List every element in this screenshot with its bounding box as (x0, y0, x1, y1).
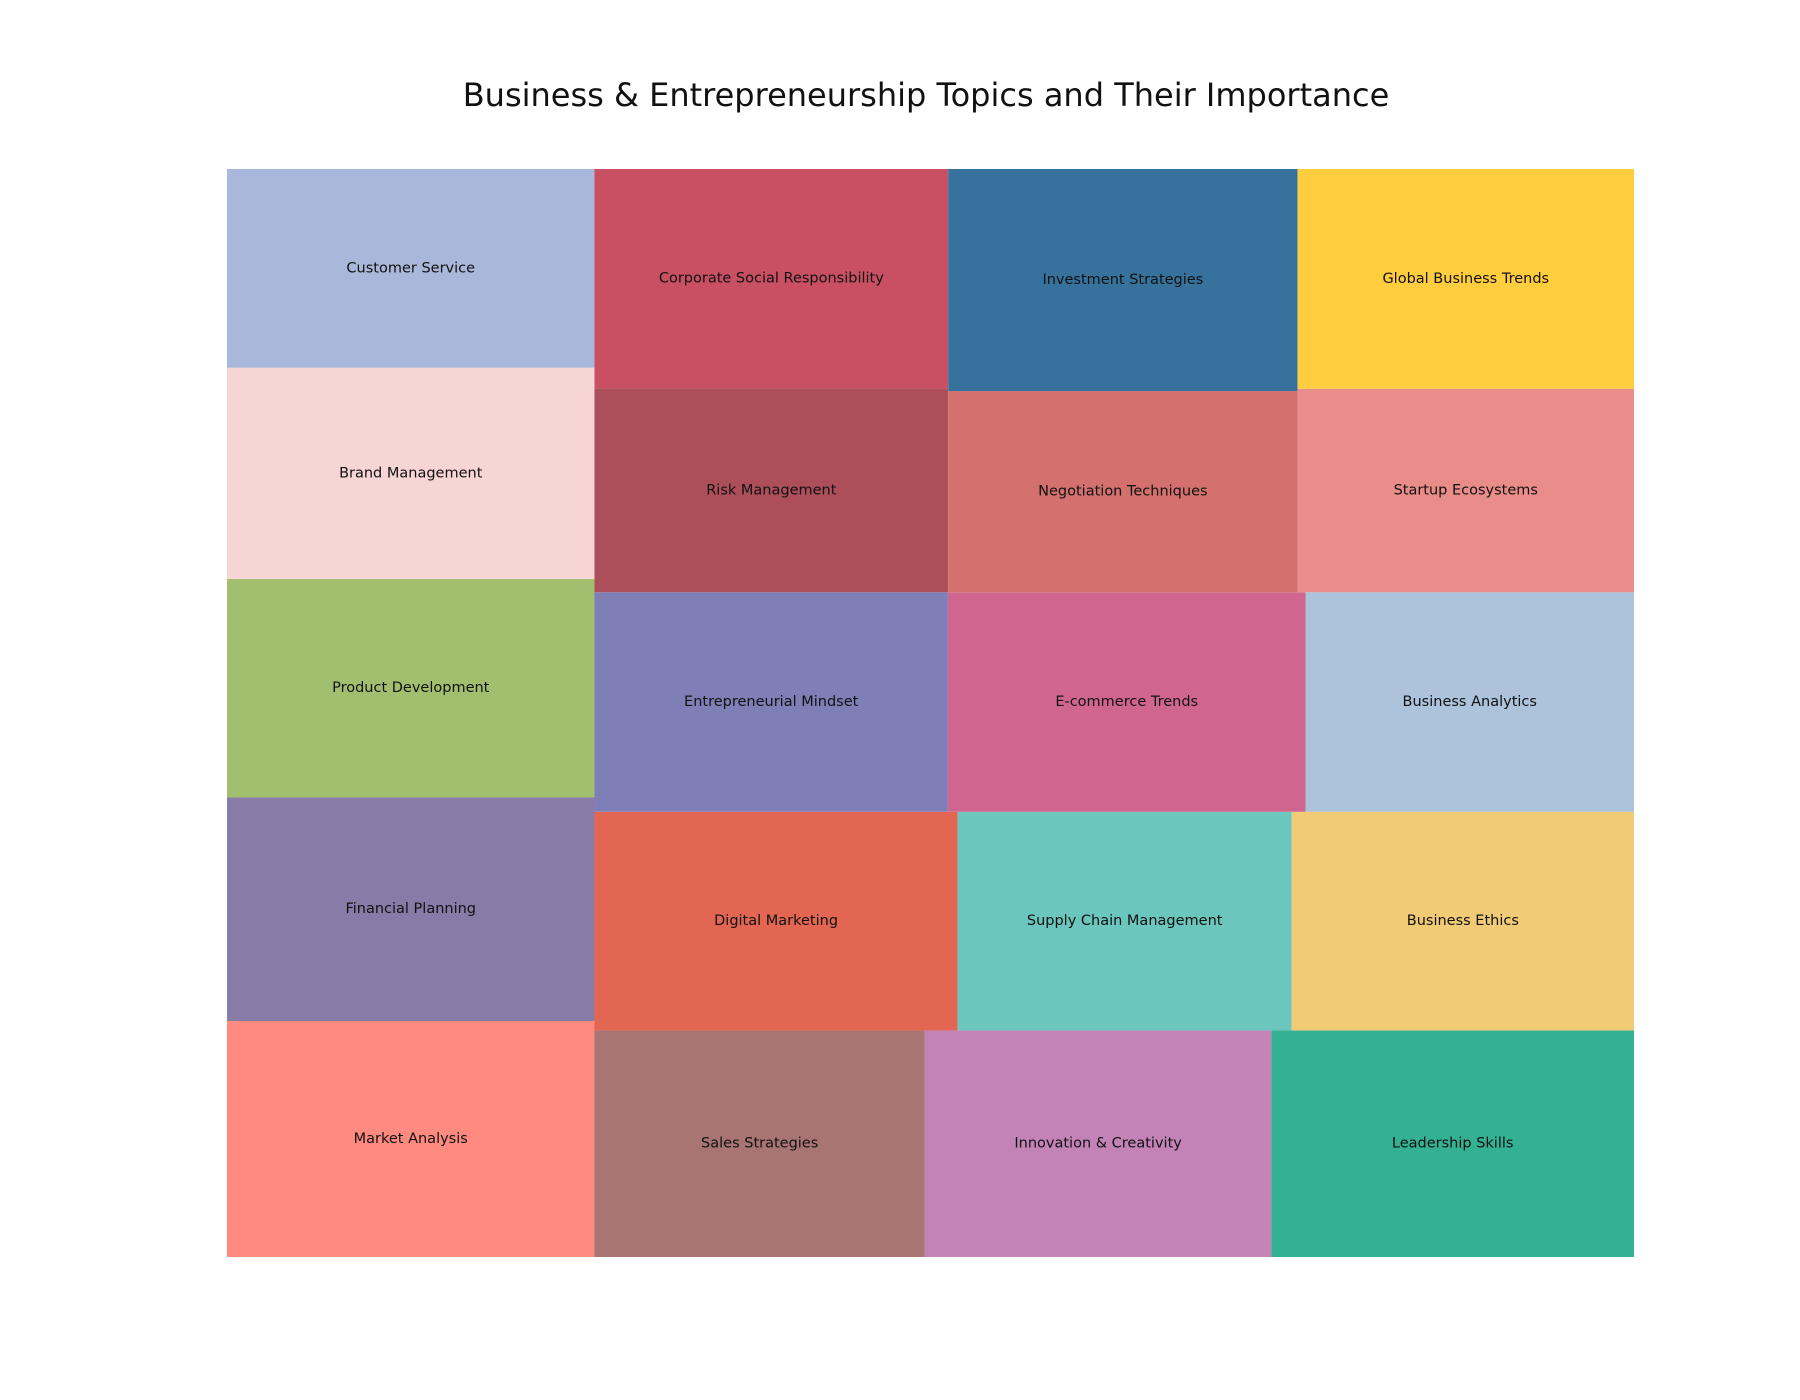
tile-label-product-development: Product Development (332, 680, 490, 696)
tile-customer-service (227, 169, 595, 368)
tile-digital-marketing (594, 811, 958, 1031)
tile-sales-strategies (594, 1030, 925, 1257)
tile-global-business-trends (1297, 169, 1634, 389)
tile-brand-management (227, 367, 595, 579)
tile-market-analysis (227, 1021, 595, 1257)
tile-label-business-analytics: Business Analytics (1403, 694, 1537, 710)
tile-innovation-creativity (924, 1030, 1272, 1257)
tile-label-e-commerce-trends: E-commerce Trends (1055, 694, 1198, 710)
tile-investment-strategies (948, 169, 1298, 392)
tile-label-investment-strategies: Investment Strategies (1042, 272, 1203, 288)
tile-e-commerce-trends (947, 592, 1306, 812)
tile-risk-management (594, 388, 949, 593)
tile-label-negotiation-techniques: Negotiation Techniques (1038, 484, 1207, 500)
tile-label-digital-marketing: Digital Marketing (714, 913, 838, 929)
tile-negotiation-techniques (948, 391, 1298, 593)
tile-label-sales-strategies: Sales Strategies (701, 1136, 818, 1152)
tile-label-customer-service: Customer Service (346, 260, 475, 276)
tile-label-global-business-trends: Global Business Trends (1382, 271, 1549, 287)
chart-title: Business & Entrepreneurship Topics and T… (462, 76, 1390, 114)
tile-corporate-social-responsibility (594, 169, 949, 389)
tile-label-business-ethics: Business Ethics (1407, 913, 1519, 929)
tile-business-ethics (1291, 811, 1634, 1031)
tile-entrepreneurial-mindset (594, 592, 948, 812)
tile-label-supply-chain-management: Supply Chain Management (1027, 913, 1223, 929)
tile-label-market-analysis: Market Analysis (354, 1131, 468, 1147)
tile-label-risk-management: Risk Management (706, 482, 836, 498)
tile-label-leadership-skills: Leadership Skills (1392, 1136, 1514, 1152)
tile-label-innovation-creativity: Innovation & Creativity (1014, 1136, 1182, 1152)
tile-label-financial-planning: Financial Planning (345, 901, 476, 917)
tile-label-entrepreneurial-mindset: Entrepreneurial Mindset (684, 694, 859, 710)
tile-financial-planning (227, 797, 595, 1022)
tile-startup-ecosystems (1297, 388, 1634, 593)
tile-label-corporate-social-responsibility: Corporate Social Responsibility (659, 271, 884, 287)
tile-leadership-skills (1271, 1030, 1634, 1257)
tile-label-brand-management: Brand Management (339, 465, 483, 481)
tile-supply-chain-management (957, 811, 1292, 1031)
tile-product-development (227, 578, 595, 798)
tile-label-startup-ecosystems: Startup Ecosystems (1394, 483, 1538, 499)
tile-business-analytics (1305, 592, 1634, 812)
